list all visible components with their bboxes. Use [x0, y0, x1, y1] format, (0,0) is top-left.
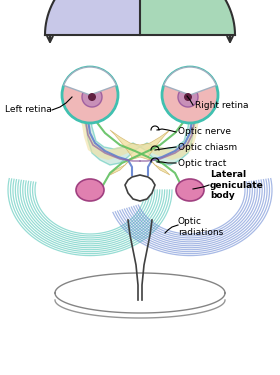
- Ellipse shape: [76, 179, 104, 201]
- Text: Optic nerve: Optic nerve: [178, 128, 231, 136]
- Wedge shape: [64, 67, 116, 95]
- Text: Optic tract: Optic tract: [178, 159, 226, 168]
- Polygon shape: [125, 175, 155, 201]
- Polygon shape: [68, 77, 140, 165]
- Wedge shape: [164, 67, 216, 95]
- Text: Right retina: Right retina: [195, 100, 249, 109]
- Polygon shape: [140, 0, 235, 35]
- Circle shape: [178, 87, 198, 107]
- Text: Left retina: Left retina: [5, 105, 52, 114]
- Circle shape: [162, 67, 218, 123]
- Polygon shape: [110, 130, 170, 175]
- Circle shape: [88, 93, 96, 101]
- Text: Lateral
geniculate
body: Lateral geniculate body: [210, 170, 264, 200]
- Polygon shape: [45, 0, 140, 35]
- Circle shape: [62, 67, 118, 123]
- Polygon shape: [78, 105, 135, 160]
- Circle shape: [82, 87, 102, 107]
- Text: Optic
radiations: Optic radiations: [178, 217, 223, 237]
- Ellipse shape: [176, 179, 204, 201]
- Polygon shape: [145, 105, 202, 160]
- Text: Optic chiasm: Optic chiasm: [178, 142, 237, 152]
- Polygon shape: [140, 77, 212, 165]
- Circle shape: [184, 93, 192, 101]
